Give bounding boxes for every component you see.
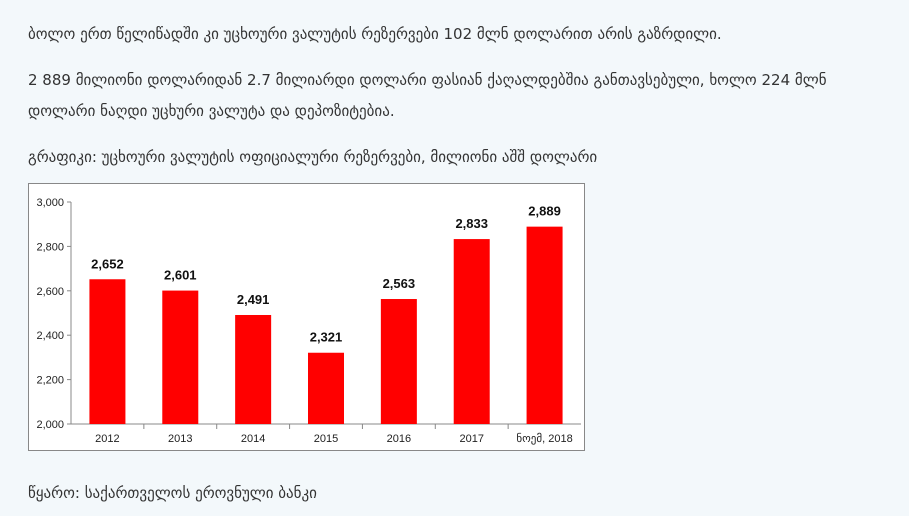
x-tick-label: 2013 [168, 433, 192, 445]
data-label: 2,833 [455, 216, 488, 231]
y-tick-label: 2,200 [36, 375, 64, 387]
y-tick-label: 2,000 [36, 419, 64, 431]
bar [89, 279, 126, 424]
x-tick-label: 2015 [314, 433, 338, 445]
data-label: 2,563 [383, 276, 416, 291]
data-label: 2,889 [528, 204, 561, 219]
x-tick-label: 2012 [95, 433, 119, 445]
data-label: 2,491 [237, 292, 270, 307]
y-tick-label: 3,000 [36, 197, 64, 209]
bar [162, 290, 199, 424]
data-label: 2,652 [91, 256, 124, 271]
x-tick-label: 2014 [241, 433, 265, 445]
detail-line-1: 2 889 მილიონი დოლარიდან 2.7 მილიარდი დოლ… [28, 71, 827, 89]
chart-caption: გრაფიკი: უცხოური ვალუტის ოფიციალური რეზე… [28, 148, 598, 166]
bar [380, 299, 417, 424]
y-tick-label: 2,600 [36, 286, 64, 298]
bar [308, 352, 344, 424]
y-tick-label: 2,400 [36, 330, 64, 342]
detail-paragraph: 2 889 მილიონი დოლარიდან 2.7 მილიარდი დოლ… [28, 65, 827, 127]
y-tick-label: 2,800 [36, 241, 64, 253]
chart-canvas: 2,000 2,200 2,400 2,600 2,800 3,000 2,652 2012 2… [36, 197, 581, 445]
data-label: 2,321 [310, 330, 343, 345]
bar-chart: 2,000 2,200 2,400 2,600 2,800 3,000 2,652 2012 2… [28, 183, 585, 451]
data-label: 2,601 [164, 268, 197, 283]
detail-line-2: დოლარი ნაღდი უცხური ვალუტა და დეპოზიტები… [28, 102, 395, 120]
source-note: წყარო: საქართველოს ეროვნული ბანკი [28, 484, 317, 502]
x-tick-label: 2016 [387, 433, 411, 445]
bar [235, 314, 272, 424]
x-tick-label: 2017 [459, 433, 483, 445]
bar [526, 226, 563, 424]
x-tick-label: ნოემ, 2018 [516, 432, 572, 445]
bar [453, 239, 490, 424]
intro-paragraph: ბოლო ერთ წელიწადში კი უცხოური ვალუტის რე… [28, 25, 722, 43]
